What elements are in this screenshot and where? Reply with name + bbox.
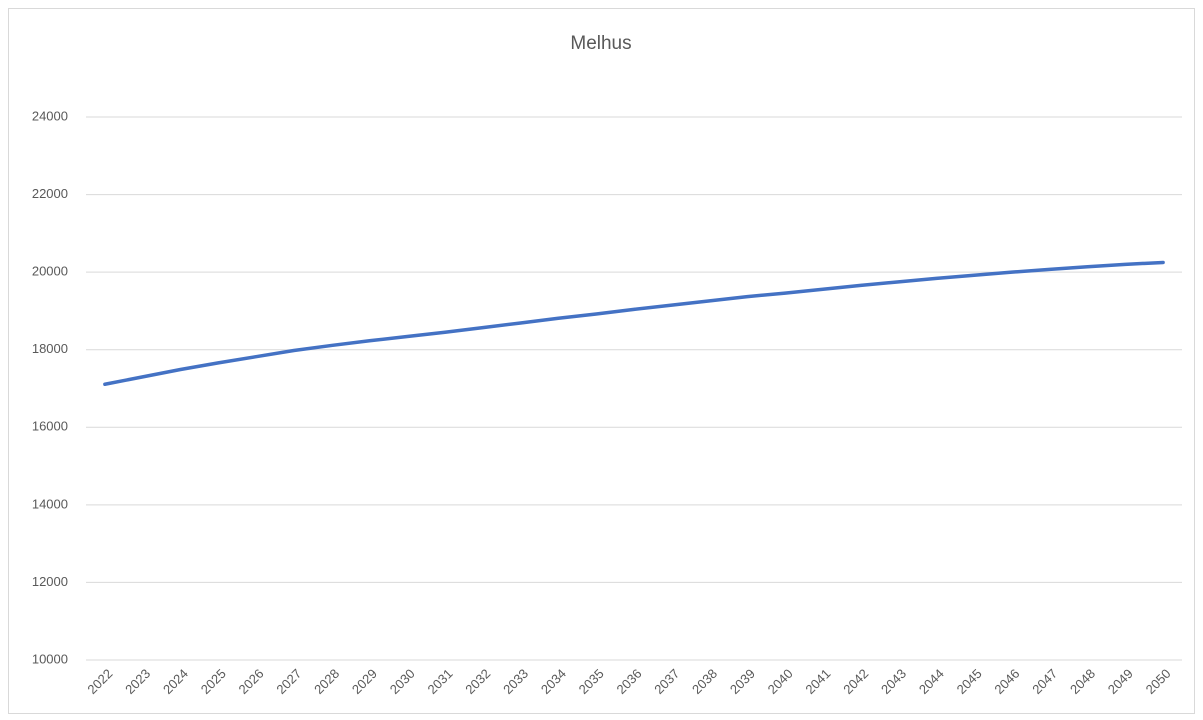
y-tick-label: 18000 (32, 341, 68, 356)
y-tick-label: 14000 (32, 496, 68, 511)
y-tick-label: 20000 (32, 264, 68, 279)
chart-title: Melhus (570, 33, 631, 54)
chart-border (8, 8, 1195, 714)
y-tick-label: 12000 (32, 574, 68, 589)
line-series (103, 260, 1165, 386)
y-tick-label: 10000 (32, 651, 68, 666)
y-tick-label: 22000 (32, 186, 68, 201)
y-tick-label: 16000 (32, 419, 68, 434)
y-tick-label: 24000 (32, 108, 68, 123)
